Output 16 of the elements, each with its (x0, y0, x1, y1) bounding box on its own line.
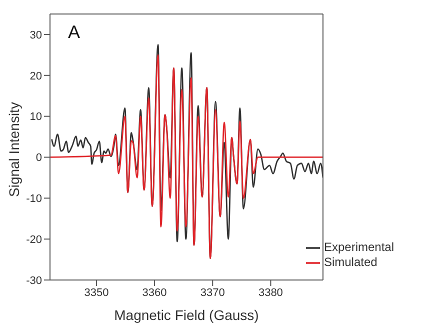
x-axis-title: Magnetic Field (Gauss) (114, 307, 259, 323)
x-tick-label: 3370 (200, 286, 225, 299)
x-tick-label: 3380 (258, 286, 283, 299)
annotation: A (68, 22, 80, 43)
y-tick-label: 30 (30, 29, 42, 42)
x-tick-label: 3360 (142, 286, 167, 299)
y-tick-label: -10 (26, 193, 42, 206)
y-tick-label: 20 (30, 70, 42, 82)
y-tick-label: -20 (26, 234, 42, 246)
y-axis-title: Signal Intensity (6, 102, 22, 197)
y-tick-label: 10 (30, 111, 42, 124)
y-tick-label: 0 (36, 152, 42, 164)
legend-label: Simulated (324, 255, 378, 270)
legend-label: Experimental (324, 240, 394, 254)
x-tick-label: 3350 (84, 286, 109, 299)
y-tick-label: -30 (26, 274, 42, 287)
